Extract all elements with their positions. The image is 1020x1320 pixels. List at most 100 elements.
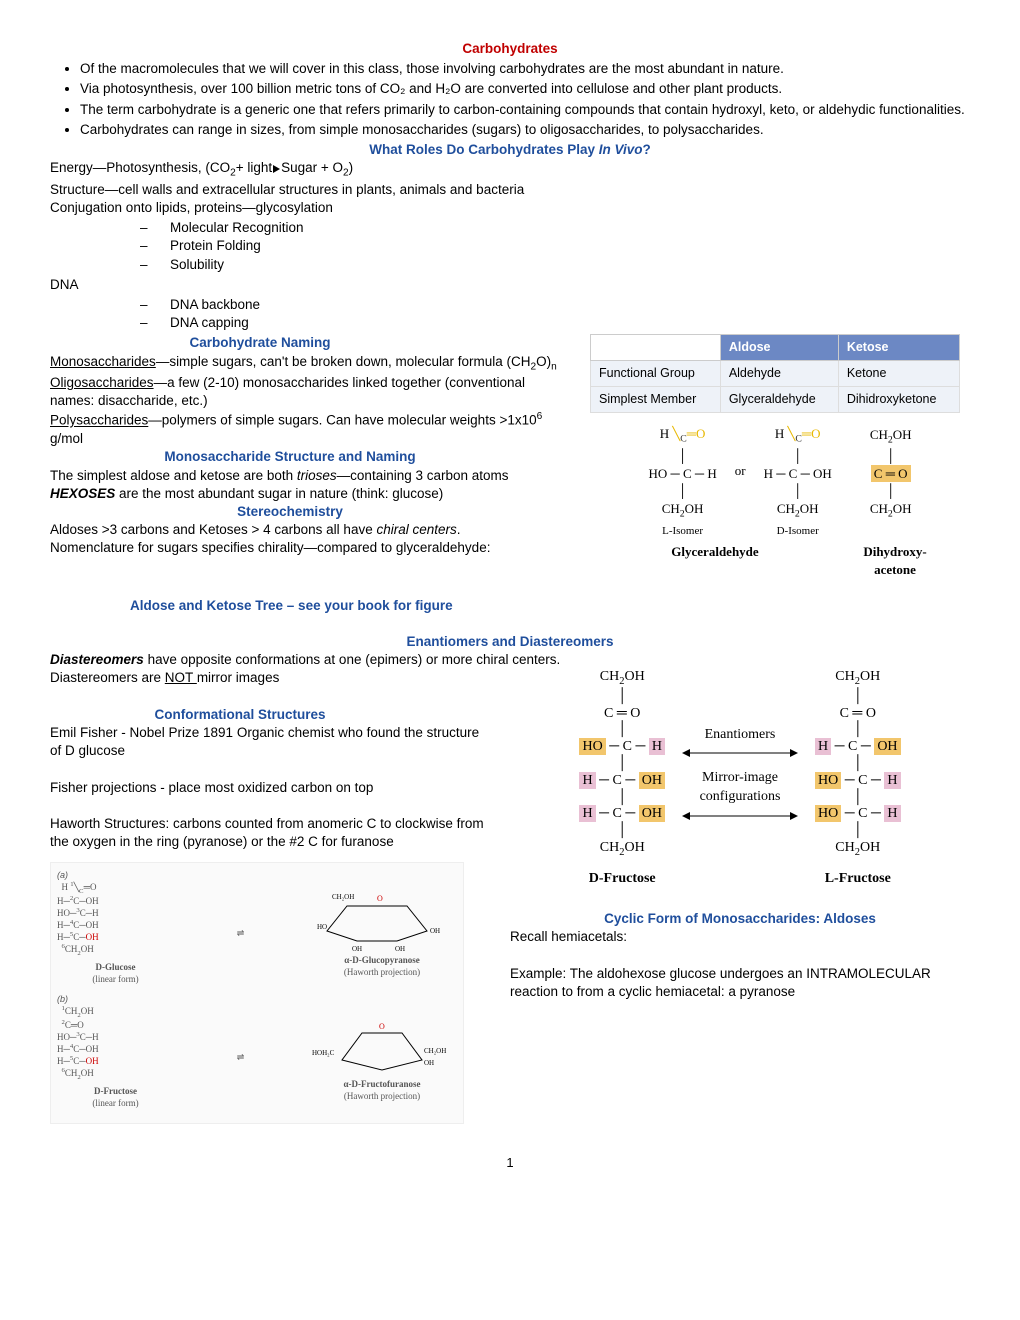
thumb-label: (Haworth projection) [307,1090,457,1102]
mono-label: Monosaccharides [50,354,156,369]
d-fructose-label: D-Fructose [579,871,665,888]
naming-oligo: Oligosaccharides—a few (2-10) monosaccha… [50,374,570,410]
page-number: 1 [50,1154,970,1172]
enantiomers-heading: Enantiomers and Diastereomers [50,633,970,651]
dihydroxyacetone-label: acetone [850,561,940,579]
main-title: Carbohydrates [50,40,970,58]
intro-bullet: Of the macromolecules that we will cover… [80,60,970,78]
hexoses-line: HEXOSES are the most abundant sugar in n… [50,485,570,503]
thumb-label: (linear form) [57,973,174,985]
hexoses-label: HEXOSES [50,486,115,501]
fructose-enantiomer-diagram: CH2OH │ C ═ O │ HO ─ C ─ H │ H ─ C ─ OH … [510,669,970,888]
thumb-label: (linear form) [57,1097,174,1109]
mono-text: O) [536,354,551,369]
svg-text:HOH₂C: HOH₂C [312,1049,335,1057]
svg-text:OH H: OH H [367,1074,386,1075]
table-header-blank [591,335,721,361]
stereo-heading: Stereochemistry [50,503,530,521]
svg-text:OH: OH [395,945,405,951]
conformational-heading: Conformational Structures [50,706,430,724]
sublist-item: DNA backbone [140,296,970,314]
text: Sugar + O [281,160,343,175]
svg-text:OH: OH [352,945,362,951]
svg-text:O: O [377,894,383,903]
poly-text: g/mol [50,431,83,446]
sublist-item: Protein Folding [140,237,970,255]
poly-label: Polysaccharides [50,413,148,428]
aldose-ketose-table: Aldose Ketose Functional Group Aldehyde … [590,334,960,413]
roles-conjugation-line: Conjugation onto lipids, proteins—glycos… [50,199,970,217]
cyclic-recall: Recall hemiacetals: [510,928,970,946]
poly-text: —polymers of simple sugars. Can have mol… [148,413,536,428]
fisher-line2: Fisher projections - place most oxidized… [50,779,490,797]
arrow-icon [273,165,280,173]
mirror-label: configurations [675,788,805,807]
enantiomers-label: Enantiomers [675,726,805,745]
thumb-label: α-D-Glucopyranose [307,954,457,966]
table-cell: Simplest Member [591,387,721,413]
pyranose-icon: O HO OH OH OH CH₂OH [307,881,457,951]
svg-text:HO: HO [317,923,327,931]
text: chiral centers [376,522,456,537]
table-cell: Functional Group [591,361,721,387]
roles-sublist-2: DNA backbone DNA capping [140,296,970,332]
svg-text:CH₂OH: CH₂OH [424,1047,446,1055]
svg-text:CH₂OH: CH₂OH [332,893,354,901]
thumb-label: α-D-Fructofuranose [307,1078,457,1090]
table-cell: Aldehyde [720,361,838,387]
dia-text: have opposite conformations at one (epim… [144,652,560,667]
haworth-line: Haworth Structures: carbons counted from… [50,815,490,851]
roles-heading-q: ? [643,142,651,157]
roles-heading: What Roles Do Carbohydrates Play In Vivo… [50,141,970,159]
text: ) [349,160,354,175]
mono-struct-heading: Monosaccharide Structure and Naming [50,448,530,466]
mirror-label: Mirror-image [675,769,805,788]
text: —containing 3 carbon atoms [337,468,509,483]
stereo-line1: Aldoses >3 carbons and Ketoses > 4 carbo… [50,521,570,539]
roles-heading-italic: In Vivo [599,142,643,157]
double-arrow-icon [680,744,800,762]
l-isomer-label: L-Isomer [648,524,716,539]
dihydroxyacetone-label: Dihydroxy- [850,543,940,561]
diastereomers-line2: Diastereomers are NOT mirror images [50,669,490,687]
l-fructose-label: L-Fructose [815,871,901,888]
hexoses-text: are the most abundant sugar in nature (t… [115,486,443,501]
table-header: Ketose [838,335,959,361]
mono-struct-line1: The simplest aldose and ketose are both … [50,467,570,485]
text: Energy—Photosynthesis, (CO [50,160,230,175]
naming-heading: Carbohydrate Naming [50,334,470,352]
thumb-label: (Haworth projection) [307,966,457,978]
intro-bullet: Carbohydrates can range in sizes, from s… [80,121,970,139]
table-cell: Glyceraldehyde [720,387,838,413]
sublist-item: Solubility [140,256,970,274]
furanose-icon: O HOH₂C OH H CH₂OH OH [307,1005,457,1075]
text: mirror images [197,670,280,685]
glyceraldehyde-label: Glyceraldehyde [620,543,810,578]
roles-heading-text: What Roles Do Carbohydrates Play [369,142,599,157]
text: NOT [165,670,197,685]
thumb-label: D-Fructose [57,1085,174,1097]
roles-structure-line: Structure—cell walls and extracellular s… [50,181,970,199]
diastereomers-line1: Diastereomers have opposite conformation… [50,651,970,669]
dia-label: Diastereomers [50,652,144,667]
svg-text:O: O [379,1022,385,1031]
glyceraldehyde-diagram: H ╲C═O │ HO ─ C ─ H │ CH2OH L-Isomer or … [590,425,970,578]
cyclic-example: Example: The aldohexose glucose undergoe… [510,965,970,1001]
tree-heading: Aldose and Ketose Tree – see your book f… [130,597,970,615]
mono-text: —simple sugars, can't be broken down, mo… [156,354,531,369]
table-cell: Ketone [838,361,959,387]
text: Diastereomers are [50,670,165,685]
cyclic-heading: Cyclic Form of Monosaccharides: Aldoses [510,910,970,928]
sublist-item: DNA capping [140,314,970,332]
thumb-label: D-Glucose [57,961,174,973]
sublist-item: Molecular Recognition [140,219,970,237]
intro-bullet: The term carbohydrate is a generic one t… [80,101,970,119]
svg-text:OH: OH [430,927,440,935]
intro-bullet-list: Of the macromolecules that we will cover… [80,60,970,139]
svg-text:OH: OH [424,1059,434,1067]
intro-bullet: Via photosynthesis, over 100 billion met… [80,80,970,98]
oligo-label: Oligosaccharides [50,375,154,390]
text: The simplest aldose and ketose are both [50,468,297,483]
d-isomer-label: D-Isomer [764,524,832,539]
dna-label: DNA [50,276,970,294]
